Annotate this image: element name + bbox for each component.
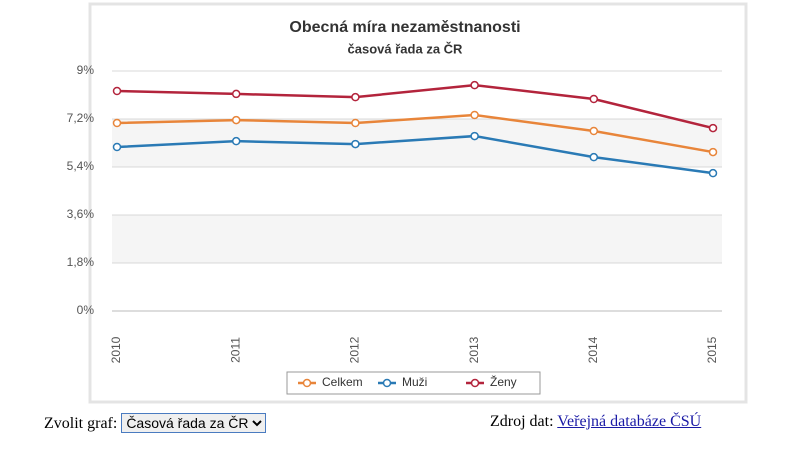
chart-title: Obecná míra nezaměstnanosti (289, 19, 520, 36)
chart: Obecná míra nezaměstnanosti časová řada … (67, 2, 748, 404)
data-point (470, 110, 479, 120)
data-point (589, 94, 599, 104)
series-line (116, 83, 714, 130)
data-point (112, 118, 122, 128)
y-tick-label: 1,8% (67, 255, 95, 269)
grid-band (112, 215, 722, 263)
legend-label: Celkem (322, 375, 363, 389)
x-tick-label: 2014 (586, 336, 600, 363)
legend-marker (470, 378, 480, 388)
x-tick-label: 2010 (109, 336, 123, 363)
data-point (708, 168, 718, 178)
chart-selector: Zvolit graf: Časová řada za ČR (44, 413, 267, 433)
y-tick-label: 3,6% (67, 207, 95, 221)
data-point (231, 136, 241, 146)
legend-marker (302, 378, 312, 388)
legend: Celkem Muži Ženy (286, 371, 541, 395)
chart-frame (88, 2, 748, 404)
data-point (351, 118, 360, 128)
data-point (470, 131, 479, 141)
data-point (112, 86, 122, 96)
data-point (470, 80, 479, 90)
y-tick-label: 7,2% (67, 111, 95, 125)
series-line (116, 134, 714, 175)
data-point (231, 89, 241, 99)
legend-label: Ženy (490, 374, 517, 389)
data-point (351, 139, 360, 149)
x-tick-label: 2013 (467, 336, 481, 363)
legend-marker (382, 378, 392, 388)
x-tick-label: 2015 (705, 336, 719, 363)
data-point (589, 126, 599, 136)
legend-label: Muži (402, 375, 427, 389)
chart-subtitle: časová řada za ČR (348, 41, 464, 56)
source-link[interactable]: Veřejná databáze ČSÚ (557, 413, 702, 430)
y-tick-label: 9% (77, 63, 95, 77)
select-label: Zvolit graf: (44, 415, 118, 432)
y-tick-label: 5,4% (67, 159, 95, 173)
source: Zdroj dat: Veřejná databáze ČSÚ (490, 413, 701, 431)
data-point (231, 115, 241, 125)
data-point (589, 152, 599, 162)
chart-select[interactable]: Časová řada za ČR (121, 413, 267, 433)
x-tick-label: 2012 (348, 336, 362, 363)
data-point (112, 142, 122, 152)
data-point (708, 123, 718, 133)
y-tick-label: 0% (77, 303, 95, 317)
series-line (116, 113, 714, 154)
source-label: Zdroj dat: (490, 413, 554, 430)
x-tick-label: 2011 (228, 337, 242, 363)
data-point (351, 92, 360, 102)
legend-box (286, 371, 541, 395)
data-point (708, 147, 718, 157)
